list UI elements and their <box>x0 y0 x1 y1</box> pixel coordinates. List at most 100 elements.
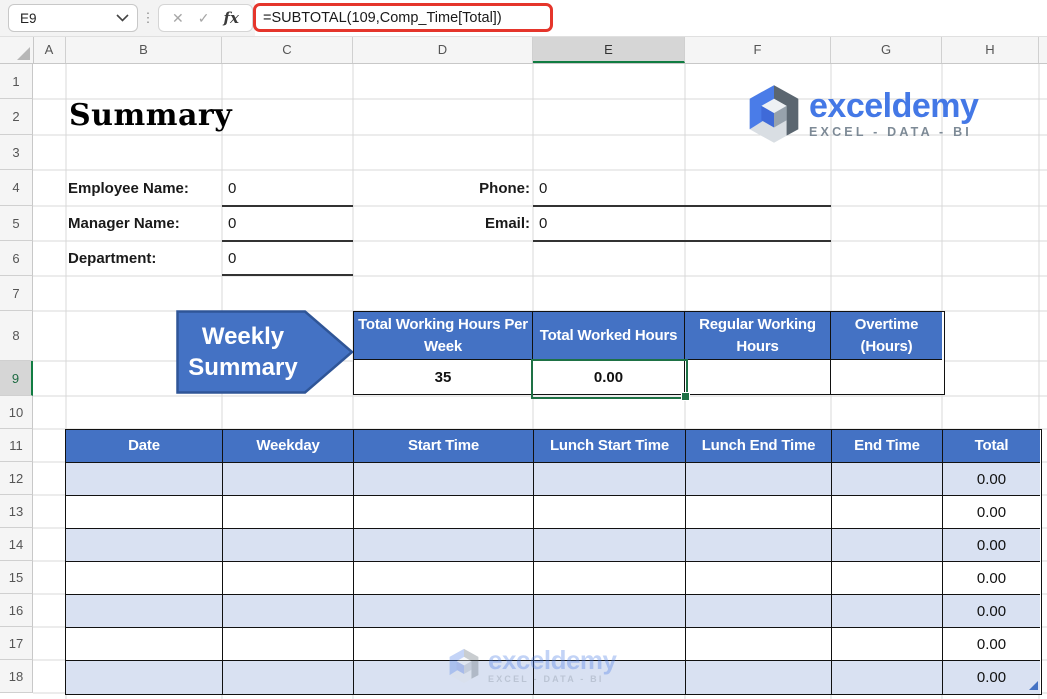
time-cell[interactable] <box>686 628 832 661</box>
time-cell[interactable] <box>223 628 354 661</box>
total-cell[interactable]: 0.00 <box>943 529 1040 562</box>
row-header-17[interactable]: 17 <box>0 627 33 660</box>
total-cell[interactable]: 0.00 <box>943 628 1040 661</box>
summary-value-cell-selected[interactable]: 0.00 <box>533 360 685 394</box>
time-cell[interactable] <box>223 529 354 562</box>
time-cell[interactable] <box>534 661 686 694</box>
time-cell[interactable] <box>223 496 354 529</box>
row-header-10[interactable]: 10 <box>0 396 33 429</box>
summary-value-cell[interactable] <box>831 360 942 394</box>
insert-function-icon[interactable]: fx <box>223 9 239 27</box>
row-header-3[interactable]: 3 <box>0 135 33 170</box>
time-cell[interactable] <box>686 496 832 529</box>
manager-name-value[interactable]: 0 <box>228 215 237 232</box>
time-cell[interactable] <box>686 562 832 595</box>
time-cell[interactable] <box>686 529 832 562</box>
time-header-cell[interactable]: Lunch Start Time <box>534 430 686 463</box>
fill-handle[interactable] <box>681 392 690 401</box>
time-cell[interactable] <box>354 661 534 694</box>
row-header-18[interactable]: 18 <box>0 660 33 693</box>
time-cell[interactable] <box>66 661 223 694</box>
time-cell[interactable] <box>223 562 354 595</box>
chevron-down-icon[interactable] <box>116 14 129 22</box>
column-header-c[interactable]: C <box>222 37 353 63</box>
enter-icon[interactable]: ✓ <box>197 9 210 26</box>
row-header-15[interactable]: 15 <box>0 561 33 594</box>
column-header-g[interactable]: G <box>831 37 942 63</box>
weekly-summary-banner[interactable]: Weekly Summary <box>176 310 355 394</box>
row-header-8[interactable]: 8 <box>0 311 33 361</box>
time-cell[interactable] <box>534 628 686 661</box>
column-header-e[interactable]: E <box>533 37 685 63</box>
time-header-cell[interactable]: End Time <box>832 430 943 463</box>
row-header-1[interactable]: 1 <box>0 64 33 99</box>
time-cell[interactable] <box>354 463 534 496</box>
time-header-cell[interactable]: Weekday <box>223 430 354 463</box>
time-cell[interactable] <box>354 595 534 628</box>
time-cell[interactable] <box>534 595 686 628</box>
formula-input[interactable]: =SUBTOTAL(109,Comp_Time[Total]) <box>253 0 1047 36</box>
time-cell[interactable] <box>223 661 354 694</box>
summary-header-cell[interactable]: Total Working Hours Per Week <box>354 312 533 360</box>
summary-header-cell[interactable]: Regular Working Hours <box>685 312 831 360</box>
column-header-h[interactable]: H <box>942 37 1039 63</box>
employee-name-value[interactable]: 0 <box>228 179 237 197</box>
time-cell[interactable] <box>66 529 223 562</box>
time-header-cell[interactable]: Start Time <box>354 430 534 463</box>
time-cell[interactable] <box>354 496 534 529</box>
time-cell[interactable] <box>832 496 943 529</box>
total-cell[interactable]: 0.00 <box>943 496 1040 529</box>
row-header-7[interactable]: 7 <box>0 276 33 311</box>
time-cell[interactable] <box>832 529 943 562</box>
time-cell[interactable] <box>534 529 686 562</box>
grip-dots-icon[interactable]: ⋮ <box>141 10 155 25</box>
row-header-13[interactable]: 13 <box>0 495 33 528</box>
time-cell[interactable] <box>66 463 223 496</box>
time-cell[interactable] <box>832 562 943 595</box>
cancel-icon[interactable]: ✕ <box>172 9 184 26</box>
active-cell-border[interactable] <box>531 359 690 401</box>
time-cell[interactable] <box>223 595 354 628</box>
time-cell[interactable] <box>686 463 832 496</box>
time-cell[interactable] <box>66 595 223 628</box>
total-cell[interactable]: 0.00 <box>943 661 1040 694</box>
row-header-16[interactable]: 16 <box>0 594 33 627</box>
row-header-2[interactable]: 2 <box>0 99 33 135</box>
time-cell[interactable] <box>832 628 943 661</box>
department-value[interactable]: 0 <box>228 250 237 267</box>
phone-value[interactable]: 0 <box>539 179 548 197</box>
time-cell[interactable] <box>66 496 223 529</box>
column-header-b[interactable]: B <box>66 37 222 63</box>
time-header-cell[interactable]: Date <box>66 430 223 463</box>
total-cell[interactable]: 0.00 <box>943 562 1040 595</box>
row-header-4[interactable]: 4 <box>0 170 33 206</box>
time-cell[interactable] <box>534 463 686 496</box>
row-header-6[interactable]: 6 <box>0 241 33 276</box>
total-cell[interactable]: 0.00 <box>943 463 1040 496</box>
column-header-a[interactable]: A <box>33 37 66 63</box>
total-cell[interactable]: 0.00 <box>943 595 1040 628</box>
time-header-cell[interactable]: Total <box>943 430 1040 463</box>
time-cell[interactable] <box>832 595 943 628</box>
time-cell[interactable] <box>832 661 943 694</box>
row-header-5[interactable]: 5 <box>0 206 33 241</box>
column-header-d[interactable]: D <box>353 37 533 63</box>
row-header-9[interactable]: 9 <box>0 361 33 396</box>
column-header-f[interactable]: F <box>685 37 831 63</box>
time-header-cell[interactable]: Lunch End Time <box>686 430 832 463</box>
time-cell[interactable] <box>686 595 832 628</box>
row-header-12[interactable]: 12 <box>0 462 33 495</box>
time-cell[interactable] <box>354 628 534 661</box>
time-cell[interactable] <box>66 562 223 595</box>
time-cell[interactable] <box>66 628 223 661</box>
summary-value-cell[interactable]: 35 <box>354 360 533 394</box>
time-cell[interactable] <box>832 463 943 496</box>
summary-value-cell[interactable] <box>685 360 831 394</box>
time-cell[interactable] <box>354 529 534 562</box>
table-resize-handle-icon[interactable] <box>1029 681 1038 690</box>
time-cell[interactable] <box>534 562 686 595</box>
summary-header-cell[interactable]: Overtime (Hours) <box>831 312 942 360</box>
select-all-corner[interactable] <box>0 37 34 63</box>
name-box[interactable]: E9 <box>8 4 138 32</box>
time-cell[interactable] <box>534 496 686 529</box>
